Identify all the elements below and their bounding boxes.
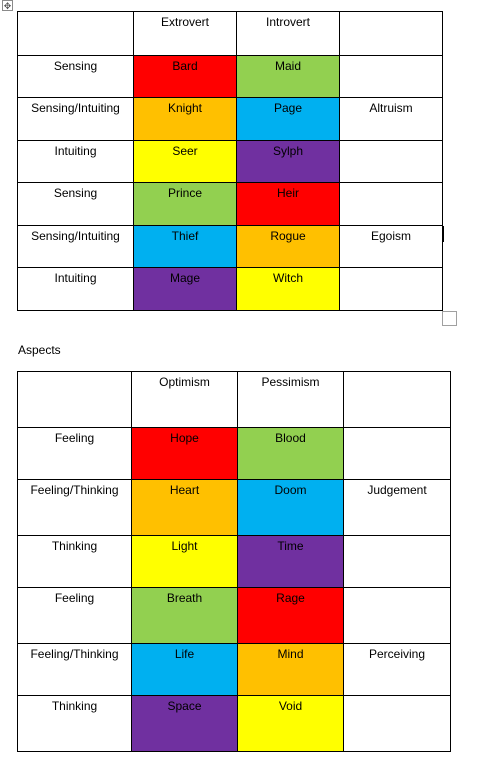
class-cell: Mage [133,267,237,311]
aspect-cell: Blood [237,427,344,480]
row-label: Feeling/Thinking [17,643,132,696]
row-label: Sensing [17,55,134,98]
row-extra: Perceiving [343,643,451,696]
table-row: Sensing/Intuiting Thief Rogue Egoism [17,225,443,268]
row-label: Feeling [17,427,132,480]
class-cell: Page [236,97,340,141]
table-header-row: Extrovert Introvert [17,11,443,56]
aspect-cell: Hope [131,427,238,480]
table-move-handle-icon[interactable]: ✥ [2,0,13,11]
aspect-cell: Void [237,695,344,752]
row-label: Sensing/Intuiting [17,225,134,268]
table-header-row: Optimism Pessimism [17,371,451,428]
row-extra [343,427,451,480]
row-extra: Egoism [339,225,443,268]
row-label: Sensing/Intuiting [17,97,134,141]
table-row: Thinking Space Void [17,695,451,752]
class-cell: Prince [133,182,237,226]
header-cell-pessimism: Pessimism [237,371,344,428]
table-row: Intuiting Mage Witch [17,267,443,311]
class-cell: Seer [133,140,237,183]
aspect-cell: Time [237,535,344,588]
row-label: Intuiting [17,140,134,183]
row-extra [343,535,451,588]
row-extra [339,267,443,311]
class-cell: Knight [133,97,237,141]
aspect-cell: Breath [131,587,238,644]
aspect-cell: Space [131,695,238,752]
aspect-cell: Heart [131,479,238,536]
row-extra [343,695,451,752]
row-extra [339,140,443,183]
row-label: Sensing [17,182,134,226]
class-cell: Thief [133,225,237,268]
table-row: Feeling Hope Blood [17,427,451,480]
aspect-cell: Doom [237,479,344,536]
row-label: Feeling/Thinking [17,479,132,536]
row-label: Intuiting [17,267,134,311]
header-cell [17,11,134,56]
table-row: Sensing Bard Maid [17,55,443,98]
classes-table: Extrovert Introvert Sensing Bard Maid Se… [17,11,443,311]
header-cell [343,371,451,428]
row-extra: Judgement [343,479,451,536]
row-label: Feeling [17,587,132,644]
aspect-cell: Mind [237,643,344,696]
header-cell [17,371,132,428]
row-extra [343,587,451,644]
header-cell-extrovert: Extrovert [133,11,237,56]
aspect-cell: Light [131,535,238,588]
table-row: Sensing/Intuiting Knight Page Altruism [17,97,443,141]
row-extra [339,55,443,98]
class-cell: Witch [236,267,340,311]
table-row: Feeling Breath Rage [17,587,451,644]
table-row: Feeling/Thinking Life Mind Perceiving [17,643,451,696]
header-cell-introvert: Introvert [236,11,340,56]
aspects-heading: Aspects [18,343,61,357]
table-row: Thinking Light Time [17,535,451,588]
class-cell: Maid [236,55,340,98]
class-cell: Bard [133,55,237,98]
table-row: Intuiting Seer Sylph [17,140,443,183]
class-cell: Heir [236,182,340,226]
row-extra [339,182,443,226]
row-label: Thinking [17,535,132,588]
header-cell [339,11,443,56]
class-cell: Rogue [236,225,340,268]
header-cell-optimism: Optimism [131,371,238,428]
row-label: Thinking [17,695,132,752]
class-cell: Sylph [236,140,340,183]
row-extra: Altruism [339,97,443,141]
table-row: Sensing Prince Heir [17,182,443,226]
aspect-cell: Rage [237,587,344,644]
table-row: Feeling/Thinking Heart Doom Judgement [17,479,451,536]
text-cursor [443,226,444,242]
table-resize-handle-icon[interactable] [442,311,457,326]
aspect-cell: Life [131,643,238,696]
aspects-table: Optimism Pessimism Feeling Hope Blood Fe… [17,371,451,752]
